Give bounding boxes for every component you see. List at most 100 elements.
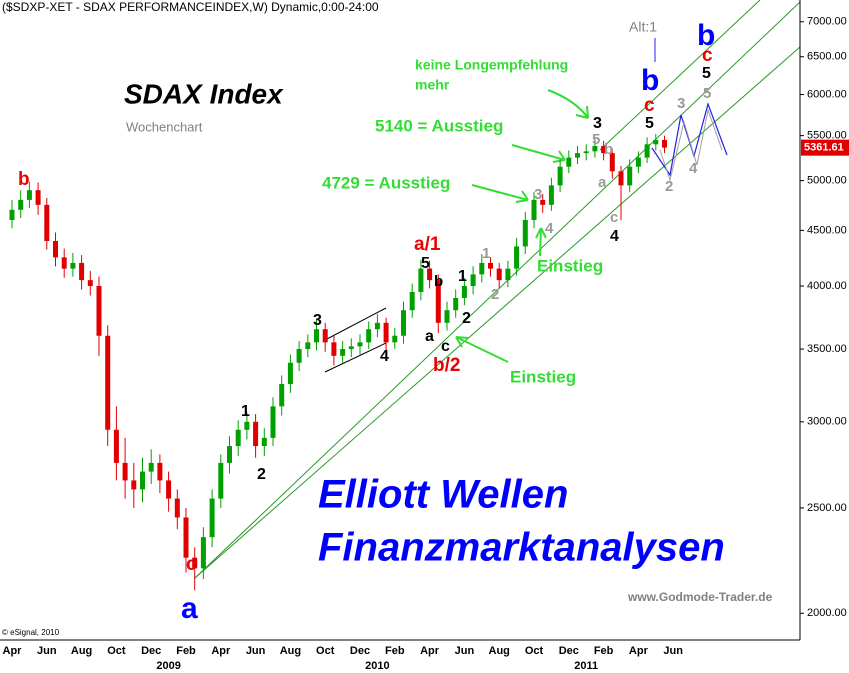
- annotation: Einstieg: [510, 367, 576, 386]
- annotation: Alt:1: [629, 19, 657, 35]
- candle-body: [531, 199, 537, 221]
- annotation: c: [610, 209, 618, 226]
- annotation: 1: [458, 268, 467, 285]
- candle-body: [496, 268, 502, 281]
- trend-line: [599, 0, 761, 151]
- x-tick-label: Oct: [525, 645, 544, 657]
- annotation: 5: [592, 131, 600, 148]
- annotation: b/2: [433, 355, 460, 376]
- annotation: 5: [645, 115, 654, 132]
- candle-body: [522, 220, 528, 247]
- annotation: 2: [491, 286, 499, 303]
- last-price-label: 5361.61: [804, 142, 844, 154]
- annotation: 5: [703, 85, 711, 102]
- candle-body: [244, 421, 250, 430]
- candle-body: [218, 462, 224, 499]
- arrow: [511, 144, 566, 163]
- annotation: 4: [380, 348, 389, 365]
- annotation: c: [644, 95, 655, 116]
- arrow: [547, 89, 589, 119]
- candle-body: [348, 346, 354, 350]
- x-tick-label: Oct: [107, 645, 126, 657]
- annotation: SDAX Index: [124, 78, 284, 109]
- candle-body: [174, 498, 180, 518]
- annotation: b: [434, 273, 443, 290]
- y-tick-label: 6000.00: [807, 88, 847, 100]
- candle-body: [209, 498, 215, 538]
- trend-line: [194, 1, 801, 579]
- candle-body: [122, 462, 128, 481]
- candle-body: [427, 268, 433, 281]
- candle-body: [26, 190, 32, 200]
- triangle-line: [324, 307, 387, 341]
- x-tick-label: Jun: [37, 645, 57, 657]
- y-tick-label: 5500.00: [807, 130, 847, 142]
- candle-body: [61, 257, 67, 269]
- candle-body: [435, 280, 441, 323]
- annotation: b: [697, 19, 715, 52]
- annotation: 3: [313, 312, 322, 329]
- arrow: [471, 184, 529, 203]
- x-tick-label: Dec: [350, 645, 370, 657]
- candles: [9, 133, 667, 591]
- arrow: [455, 336, 509, 363]
- annotation: b: [18, 169, 30, 190]
- candle-body: [357, 342, 363, 347]
- candle-body: [235, 429, 241, 447]
- candle-body: [514, 246, 520, 269]
- candle-body: [314, 329, 319, 343]
- candle-body: [548, 185, 554, 205]
- candle-body: [540, 199, 546, 205]
- annotation: 1: [241, 403, 250, 420]
- annotation: 4: [610, 228, 619, 245]
- annotation: 2: [462, 310, 471, 327]
- annotation: 4: [689, 160, 698, 177]
- candle-body: [166, 480, 172, 499]
- candle-body: [418, 268, 424, 292]
- x-tick-label: Apr: [3, 645, 23, 657]
- annotation: Wochenchart: [126, 119, 203, 134]
- y-tick-label: 6500.00: [807, 51, 847, 63]
- x-tick-label: Aug: [489, 645, 510, 657]
- year-label: 2009: [156, 660, 180, 672]
- triangle-lines: [324, 307, 387, 373]
- annotation: keine Longempfehlung: [415, 57, 568, 73]
- candle-body: [53, 240, 58, 258]
- x-tick-label: Oct: [316, 645, 335, 657]
- annotation: c: [702, 45, 713, 66]
- annotation: 2: [257, 466, 266, 483]
- x-tick-label: Dec: [141, 645, 161, 657]
- y-tick-label: 3000.00: [807, 416, 847, 428]
- x-tick-label: Feb: [385, 645, 405, 657]
- candle-body: [9, 209, 15, 221]
- last-price-box: [801, 139, 849, 156]
- arrow: [535, 227, 547, 257]
- candle-body: [609, 153, 615, 172]
- annotation: 2: [665, 178, 673, 195]
- candle-body: [627, 166, 633, 186]
- annotation: 3: [677, 95, 685, 112]
- candle-body: [366, 329, 372, 343]
- candle-body: [148, 462, 154, 472]
- chart-title: ($SDXP-XET - SDAX PERFORMANCEINDEX,W) Dy…: [2, 0, 379, 14]
- x-tick-label: Jun: [663, 645, 683, 657]
- candle-body: [383, 322, 389, 343]
- annotation: 3: [534, 186, 542, 203]
- annotation: a/1: [414, 234, 441, 255]
- candle-body: [635, 157, 641, 167]
- candle-body: [183, 517, 189, 558]
- candle-body: [374, 322, 380, 330]
- x-tick-label: Apr: [629, 645, 649, 657]
- y-tick-label: 3500.00: [807, 343, 847, 355]
- x-tick-label: Apr: [420, 645, 440, 657]
- candle-body: [87, 280, 93, 286]
- x-tick-label: Jun: [246, 645, 266, 657]
- annotation: a: [598, 174, 607, 191]
- candle-body: [557, 166, 563, 186]
- candle-body: [644, 144, 650, 158]
- candle-body: [296, 349, 302, 363]
- candle-body: [401, 310, 406, 336]
- candle-body: [140, 471, 145, 490]
- y-tick-label: 2000.00: [807, 607, 847, 619]
